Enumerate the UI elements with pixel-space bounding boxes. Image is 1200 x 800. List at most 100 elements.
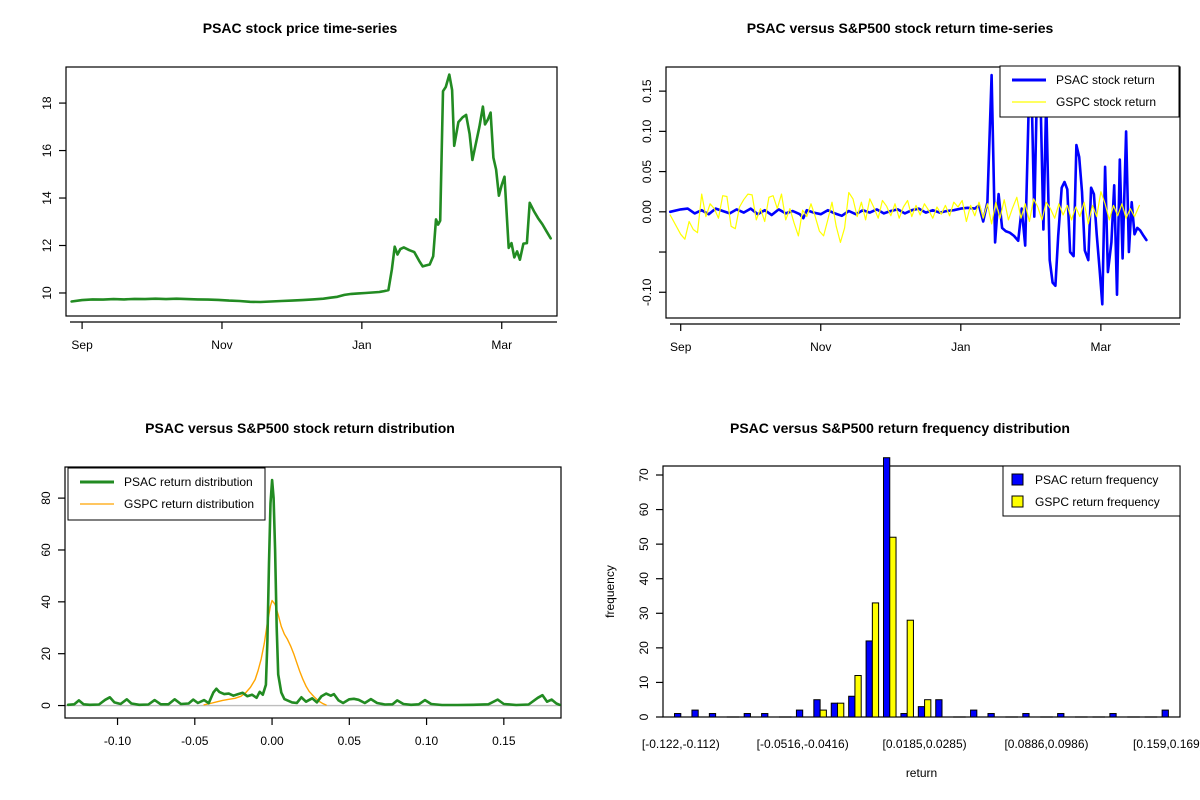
gspc-frequency-bar	[906, 619, 914, 718]
psac-frequency-bar	[691, 709, 699, 718]
legend: PSAC stock return GSPC stock return	[999, 65, 1180, 118]
x-tick-label: Mar	[491, 338, 512, 352]
x-axis-labels: [-0.122,-0.112) [-0.0516,-0.0416) [0.0185,…	[642, 737, 1200, 751]
legend-box	[999, 65, 1180, 118]
gspc-return-distribution-line	[203, 599, 327, 706]
panel-return-frequency: PSAC versus S&P500 return frequency dist…	[600, 400, 1200, 800]
x-axis: Sep Nov Jan Mar	[670, 323, 1180, 354]
y-axis: 10 12 14 16 18	[40, 96, 66, 300]
psac-stock-price-line	[70, 73, 553, 304]
legend-label: GSPC stock return	[1056, 95, 1156, 109]
psac-frequency-bar	[900, 713, 908, 718]
y-tick-label: 0.00	[640, 200, 654, 224]
return-series-title: PSAC versus S&P500 stock return time-ser…	[746, 20, 1054, 36]
x-tick-label: -0.10	[104, 734, 132, 748]
y-tick-label: 14	[40, 191, 54, 205]
legend-label: PSAC return distribution	[124, 475, 253, 489]
y-tick-label: 0.05	[640, 160, 654, 184]
x-tick-label: 0.15	[492, 734, 516, 748]
legend-label: GSPC return distribution	[124, 497, 254, 511]
psac-frequency-bar	[865, 640, 873, 718]
legend-box-sample	[1011, 473, 1024, 486]
y-tick-label: 40	[39, 595, 53, 609]
bin-label: [-0.122,-0.112)	[642, 737, 720, 751]
return-series-plot: Sep Nov Jan Mar -0.10 0.00 0.05 0.10 0.15 PSAC st…	[640, 65, 1181, 354]
panel-return-series: PSAC versus S&P500 stock return time-ser…	[600, 0, 1200, 400]
y-axis: 0 20 40 60 80	[39, 491, 65, 709]
psac-frequency-bar	[813, 699, 821, 718]
panel-price-series: PSAC stock price time-series Sep Nov Jan Ma…	[0, 0, 600, 400]
x-tick-label: Jan	[352, 338, 371, 352]
psac-frequency-bar	[1109, 713, 1117, 718]
y-tick-label: 20	[39, 647, 53, 661]
psac-frequency-bar	[987, 713, 995, 718]
y-tick-label: 10	[637, 675, 651, 689]
x-tick-label: -0.05	[181, 734, 209, 748]
legend-box	[67, 467, 266, 521]
psac-frequency-bar	[708, 713, 717, 718]
price-series-title: PSAC stock price time-series	[202, 20, 398, 36]
x-axis: -0.10 -0.05 0.00 0.05 0.10 0.15	[104, 718, 516, 748]
plot-frame	[665, 66, 1181, 319]
return-distribution-plot: -0.10 -0.05 0.00 0.05 0.10 0.15 0 20 40 60 80 PSAC …	[39, 466, 562, 748]
bin-label: [0.0185,0.0285)	[883, 737, 967, 751]
x-tick-label: 0.05	[338, 734, 362, 748]
x-axis-title: return	[906, 766, 937, 780]
y-tick-label: 10	[40, 286, 54, 300]
y-tick-label: 60	[39, 543, 53, 557]
plot-frame	[65, 66, 558, 317]
gspc-frequency-bar	[924, 699, 932, 718]
legend-label: PSAC return frequency	[1035, 473, 1158, 487]
gspc-frequency-bar	[819, 709, 827, 718]
y-tick-label: 40	[637, 572, 651, 586]
legend: PSAC return distribution GSPC return dist…	[67, 467, 266, 521]
legend-box	[1002, 465, 1181, 517]
y-tick-label: 0	[39, 702, 53, 709]
psac-frequency-bar	[935, 699, 943, 718]
y-tick-label: 18	[40, 96, 54, 110]
gspc-frequency-bar	[889, 536, 897, 718]
psac-frequency-bar	[917, 706, 926, 718]
plot-frame	[64, 466, 562, 719]
y-tick-label: 12	[40, 239, 54, 253]
psac-frequency-bar	[1161, 709, 1169, 718]
legend-box-sample	[1011, 495, 1024, 508]
y-axis: -0.10 0.00 0.05 0.10 0.15	[640, 79, 666, 306]
y-tick-label: 0.10	[640, 119, 654, 143]
psac-frequency-bar	[848, 695, 856, 718]
y-tick-label: 0	[637, 713, 651, 720]
y-tick-label: -0.10	[640, 278, 654, 306]
psac-frequency-bar	[674, 713, 682, 718]
y-tick-label: 0.15	[640, 79, 654, 103]
psac-frequency-bar	[795, 709, 804, 718]
x-tick-label: Nov	[810, 340, 831, 354]
bin-label: [0.159,0.169)	[1133, 737, 1200, 751]
return-frequency-title: PSAC versus S&P500 return frequency dist…	[730, 420, 1070, 436]
psac-frequency-bar	[743, 713, 751, 718]
bin-label: [-0.0516,-0.0416)	[757, 737, 849, 751]
psac-frequency-bar	[970, 709, 978, 718]
legend: PSAC return frequency GSPC return frequen…	[1002, 465, 1181, 517]
psac-frequency-bar	[882, 457, 891, 718]
psac-frequency-bar	[830, 702, 839, 718]
y-tick-label: 80	[39, 491, 53, 505]
x-tick-label: Nov	[211, 338, 232, 352]
y-axis: 0 10 20 30 40 50 60 70	[637, 468, 663, 720]
panel-return-distribution: PSAC versus S&P500 stock return distribu…	[0, 400, 600, 800]
psac-frequency-bar	[1057, 713, 1065, 718]
y-tick-label: 16	[40, 144, 54, 158]
x-tick-label: Sep	[670, 340, 692, 354]
x-axis: Sep Nov Jan Mar	[70, 321, 557, 352]
x-tick-label: Sep	[71, 338, 93, 352]
gspc-frequency-bar	[837, 702, 845, 718]
bin-label: [0.0886,0.0986)	[1004, 737, 1088, 751]
price-series-plot: Sep Nov Jan Mar 10 12 14 16 18	[40, 66, 558, 352]
legend-label: GSPC return frequency	[1035, 495, 1160, 509]
y-axis-title: frequency	[603, 565, 617, 618]
psac-return-distribution-line	[66, 478, 561, 707]
return-frequency-plot: 0 10 20 30 40 50 60 70 [-0.122,-0.112) [-0.0516,-…	[603, 457, 1200, 780]
x-tick-label: Mar	[1091, 340, 1112, 354]
x-tick-label: Jan	[951, 340, 970, 354]
gspc-stock-return-line	[669, 191, 1141, 243]
